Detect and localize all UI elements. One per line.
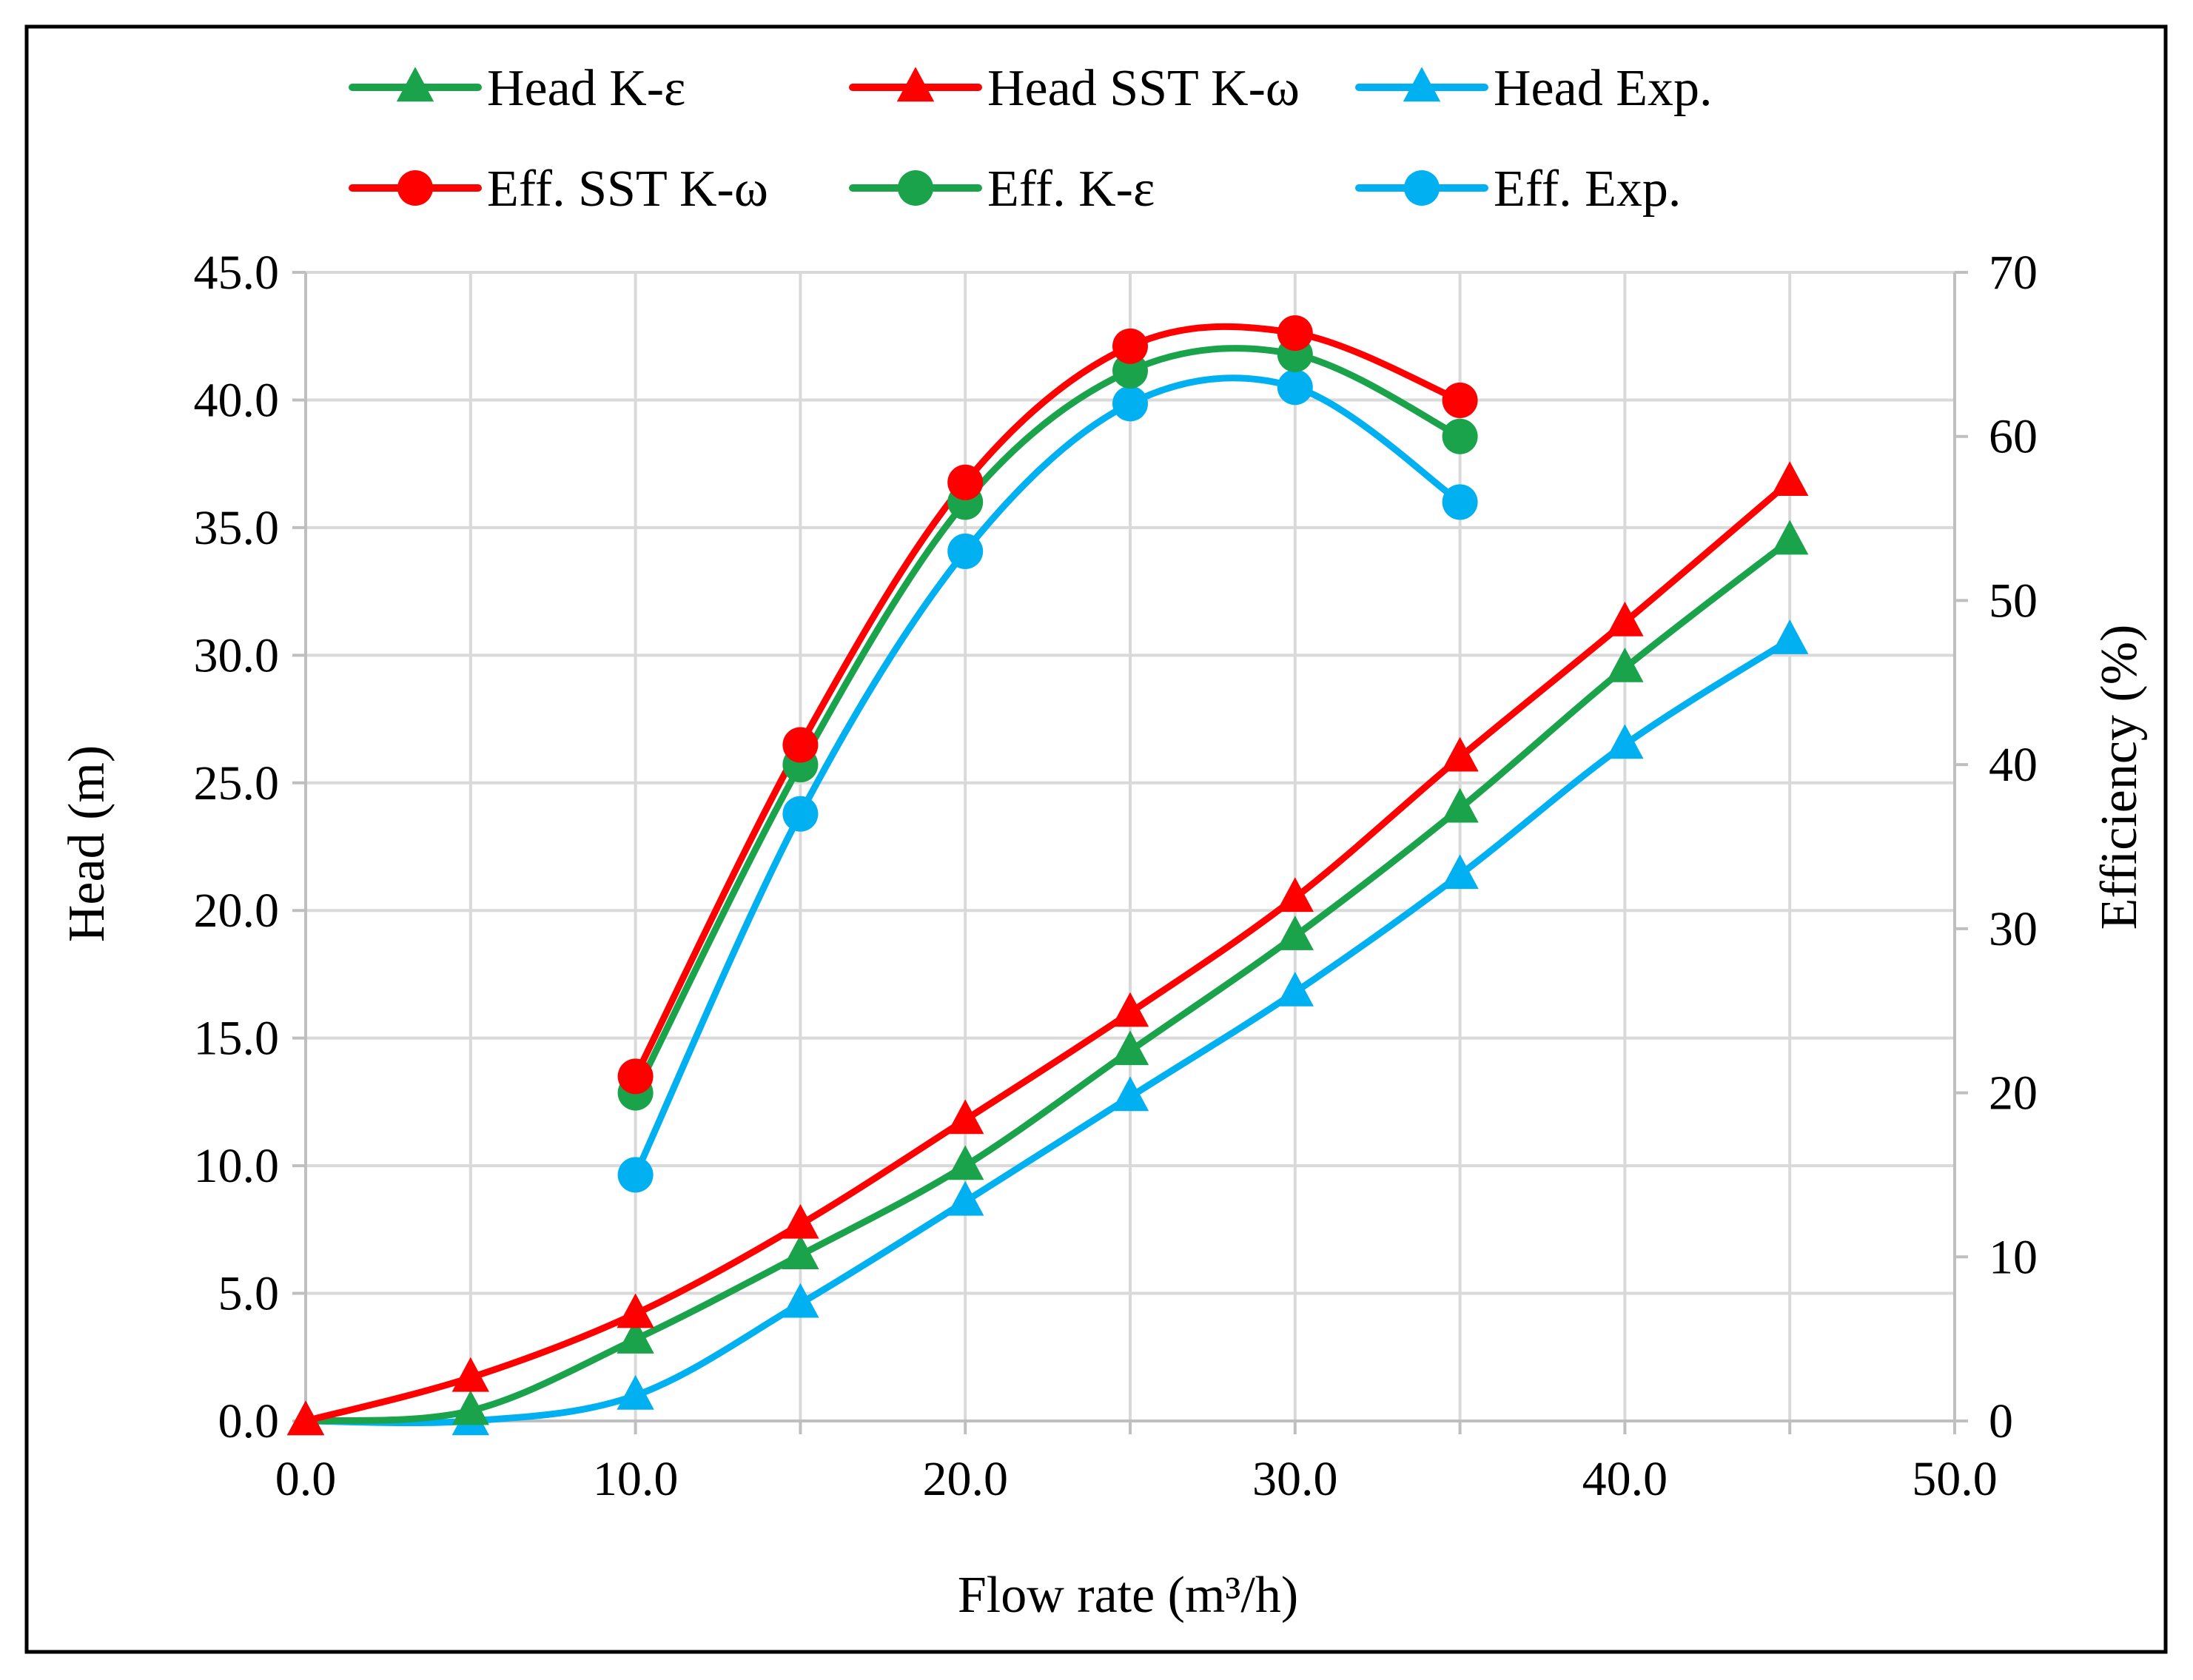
- y-left-tick-label: 20.0: [194, 884, 280, 938]
- data-point-eff-sst-k: [1442, 382, 1478, 418]
- y-left-tick-labels: 0.0 5.0 10.0 15.0 20.0 25.0 30.0 35.0 40.0 45.0: [194, 246, 280, 1448]
- y-right-tick-labels: 0 10 20 30 40 50 60 70: [1989, 246, 2038, 1448]
- series-markers: [286, 315, 1809, 1436]
- data-point-head-sst-k: [1276, 877, 1314, 913]
- data-point-head-k: [782, 1234, 819, 1270]
- legend-marker-head-k: [396, 67, 434, 102]
- data-point-eff-exp: [1442, 484, 1478, 520]
- data-point-head-k: [1111, 1030, 1149, 1066]
- x-tick-label: 0.0: [275, 1452, 337, 1506]
- data-point-head-sst-k: [947, 1099, 984, 1135]
- legend-marker-eff-exp: [1404, 170, 1440, 206]
- data-point-head-exp: [617, 1374, 654, 1410]
- y-right-tick-label: 50: [1989, 574, 2038, 628]
- y-right-tick-label: 70: [1989, 246, 2038, 300]
- data-point-eff-exp: [782, 796, 819, 832]
- data-point-head-exp: [1606, 724, 1644, 759]
- legend-marker-head-sst-k: [896, 67, 935, 102]
- data-point-head-k: [1771, 520, 1809, 555]
- x-tick-label: 40.0: [1582, 1452, 1668, 1506]
- data-point-eff-exp: [947, 533, 984, 569]
- x-tick-label: 20.0: [922, 1452, 1008, 1506]
- data-point-head-sst-k: [1111, 992, 1149, 1027]
- x-tick-label: 10.0: [593, 1452, 679, 1506]
- data-point-head-sst-k: [617, 1293, 654, 1328]
- x-tick-label: 30.0: [1252, 1452, 1338, 1506]
- legend-item: Eff. SST K-ω: [349, 161, 768, 218]
- y-left-tick-label: 0.0: [218, 1394, 280, 1448]
- axes: [292, 271, 1968, 1434]
- y-right-tick-label: 30: [1989, 902, 2038, 956]
- y-left-axis-title: Head (m): [58, 745, 115, 942]
- data-point-head-k: [1441, 787, 1479, 823]
- data-point-head-k: [1276, 915, 1314, 950]
- data-point-head-sst-k: [286, 1400, 325, 1436]
- data-point-eff-exp: [617, 1157, 654, 1193]
- x-tick-labels: 0.0 10.0 20.0 30.0 40.0 50.0: [275, 1452, 1998, 1506]
- data-point-head-exp: [1441, 854, 1479, 890]
- legend: Head K-ε Head SST K-ω Head Exp. Eff. SST K-…: [349, 60, 1712, 218]
- data-point-head-k: [947, 1145, 984, 1180]
- data-point-eff-exp: [1277, 369, 1313, 406]
- data-point-eff-sst-k: [782, 727, 819, 763]
- y-left-tick-label: 40.0: [194, 373, 280, 427]
- legend-label: Head Exp.: [1494, 60, 1712, 117]
- data-point-head-exp: [1276, 971, 1314, 1007]
- data-point-head-exp: [1771, 619, 1809, 654]
- legend-label: Eff. SST K-ω: [487, 161, 768, 218]
- legend-label: Eff. K-ε: [987, 161, 1155, 218]
- series-line-head-exp: [302, 636, 1793, 1427]
- data-point-eff-sst-k: [947, 464, 984, 500]
- x-axis-title: Flow rate (m³/h): [958, 1567, 1298, 1624]
- data-point-eff-exp: [1112, 386, 1148, 422]
- legend-item: Head Exp.: [1355, 60, 1712, 117]
- y-left-tick-label: 15.0: [194, 1012, 280, 1066]
- legend-marker-eff-k: [898, 170, 933, 206]
- y-left-tick-label: 25.0: [194, 756, 280, 810]
- data-point-head-sst-k: [451, 1357, 489, 1392]
- data-point-head-k: [617, 1319, 654, 1354]
- chart-border: [24, 24, 2168, 1654]
- legend-label: Head SST K-ω: [987, 60, 1300, 117]
- y-right-tick-label: 20: [1989, 1066, 2038, 1120]
- data-point-head-exp: [947, 1180, 984, 1216]
- y-left-tick-label: 35.0: [194, 501, 280, 555]
- data-point-head-sst-k: [782, 1203, 819, 1239]
- data-point-head-sst-k: [1606, 601, 1644, 636]
- legend-item: Eff. Exp.: [1355, 161, 1681, 218]
- data-point-head-k: [1606, 647, 1644, 682]
- y-right-tick-label: 10: [1989, 1230, 2038, 1284]
- y-right-tick-label: 40: [1989, 738, 2038, 792]
- y-left-tick-label: 10.0: [194, 1139, 280, 1193]
- y-left-tick-label: 30.0: [194, 628, 280, 682]
- legend-label: Eff. Exp.: [1494, 161, 1681, 218]
- data-point-eff-sst-k: [617, 1058, 654, 1095]
- y-right-axis-title: Efficiency (%): [2091, 625, 2148, 930]
- data-point-head-exp: [782, 1283, 819, 1318]
- series-line-head-k: [302, 537, 1793, 1425]
- data-point-eff-sst-k: [1112, 328, 1148, 364]
- y-left-tick-label: 5.0: [218, 1267, 280, 1321]
- legend-label: Head K-ε: [487, 60, 685, 117]
- y-right-tick-label: 0: [1989, 1394, 2013, 1448]
- legend-item: Head K-ε: [349, 60, 685, 117]
- data-point-head-sst-k: [1441, 736, 1479, 772]
- y-right-tick-label: 60: [1989, 410, 2038, 464]
- legend-item: Head SST K-ω: [849, 60, 1300, 117]
- data-point-eff-k: [1112, 353, 1148, 389]
- data-point-head-exp: [1111, 1076, 1149, 1112]
- data-point-head-k: [451, 1390, 489, 1425]
- data-point-eff-sst-k: [1277, 315, 1313, 352]
- data-point-eff-k: [1442, 418, 1478, 454]
- data-point-head-sst-k: [1771, 461, 1809, 497]
- legend-item: Eff. K-ε: [849, 161, 1155, 218]
- y-left-tick-label: 45.0: [194, 246, 280, 300]
- x-tick-label: 50.0: [1912, 1452, 1998, 1506]
- legend-marker-eff-sst-k: [397, 170, 433, 206]
- series-line-head-sst-k: [302, 478, 1793, 1425]
- legend-marker-head-exp: [1403, 67, 1441, 102]
